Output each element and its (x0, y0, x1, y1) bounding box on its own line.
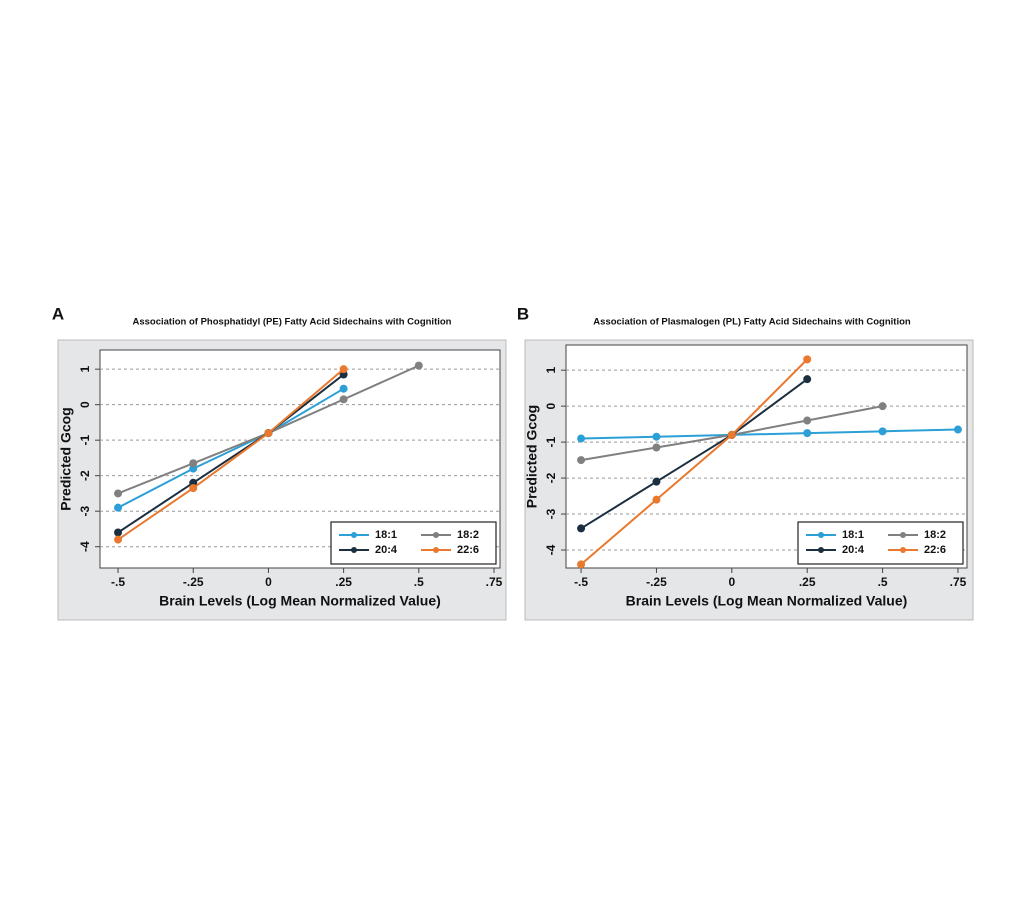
y-tick-label: -4 (78, 541, 92, 552)
x-tick-label: .5 (414, 575, 424, 589)
y-tick-label: 0 (544, 402, 558, 409)
x-axis-label: Brain Levels (Log Mean Normalized Value) (626, 593, 908, 609)
legend-label: 20:4 (375, 544, 398, 556)
legend-marker (351, 532, 357, 538)
data-point (878, 427, 887, 436)
series-line (580, 358, 808, 566)
y-tick-label: 1 (78, 366, 92, 373)
data-point (803, 375, 812, 384)
x-axis-label: Brain Levels (Log Mean Normalized Value) (159, 593, 441, 609)
data-point (114, 503, 123, 512)
y-tick-label: -1 (78, 435, 92, 446)
data-point (577, 560, 586, 569)
legend-marker (351, 547, 357, 553)
data-point (652, 443, 661, 452)
panel-label: A (52, 304, 64, 323)
x-tick-label: .25 (335, 575, 352, 589)
x-tick-label: 0 (728, 575, 735, 589)
legend-box (797, 521, 964, 565)
x-tick-label: .25 (799, 575, 816, 589)
series-line (580, 378, 808, 530)
series-line (117, 373, 345, 534)
legend-label: 18:1 (375, 529, 397, 541)
data-point (114, 528, 123, 537)
data-point (339, 395, 348, 404)
y-tick-label: 1 (544, 367, 558, 374)
y-tick-label: -4 (544, 544, 558, 555)
legend-marker (433, 547, 439, 553)
x-tick-label: -.25 (183, 575, 204, 589)
chart-title: Association of Phosphatidyl (PE) Fatty A… (133, 317, 452, 328)
x-tick-label: -.5 (574, 575, 588, 589)
data-point (189, 459, 198, 468)
x-tick-label: 0 (265, 575, 272, 589)
legend-label: 22:6 (924, 544, 946, 556)
data-point (577, 524, 586, 533)
data-point (878, 402, 887, 411)
data-point (577, 434, 586, 443)
series-line (117, 368, 345, 541)
legend-label: 18:2 (924, 529, 946, 541)
series-line (581, 428, 958, 440)
data-point (189, 484, 198, 493)
data-point (339, 365, 348, 374)
y-tick-label: -2 (544, 472, 558, 483)
legend-label: 20:4 (842, 544, 865, 556)
legend-label: 18:2 (457, 529, 479, 541)
panel-label: B (517, 304, 529, 323)
x-tick-label: -.5 (111, 575, 125, 589)
x-tick-label: -.25 (646, 575, 667, 589)
x-tick-label: .75 (950, 575, 967, 589)
y-tick-label: -3 (544, 508, 558, 519)
data-point (803, 429, 812, 438)
data-point (803, 355, 812, 364)
data-point (803, 416, 812, 425)
legend-marker (818, 532, 824, 538)
legend-label: 18:1 (842, 529, 864, 541)
data-point (652, 477, 661, 486)
y-axis-label: Predicted Gcog (524, 405, 540, 508)
data-point (953, 425, 962, 434)
legend-marker (900, 547, 906, 553)
data-point (339, 384, 348, 393)
data-point (264, 429, 273, 438)
y-tick-label: -1 (544, 436, 558, 447)
x-tick-label: .75 (486, 575, 503, 589)
data-point (114, 535, 123, 544)
chart-title: Association of Plasmalogen (PL) Fatty Ac… (593, 317, 911, 328)
legend-marker (900, 532, 906, 538)
legend-label: 22:6 (457, 544, 479, 556)
legend-box (330, 521, 497, 565)
data-point (114, 489, 123, 498)
data-point (652, 432, 661, 441)
y-tick-label: -2 (78, 470, 92, 481)
data-point (652, 495, 661, 504)
legend-marker (818, 547, 824, 553)
legend-marker (433, 532, 439, 538)
y-tick-label: -3 (78, 506, 92, 517)
y-axis-label: Predicted Gcog (58, 407, 74, 510)
y-tick-label: 0 (78, 401, 92, 408)
x-tick-label: .5 (878, 575, 888, 589)
series-line (117, 387, 345, 509)
data-point (577, 456, 586, 465)
data-point (727, 430, 736, 439)
data-point (414, 361, 423, 370)
